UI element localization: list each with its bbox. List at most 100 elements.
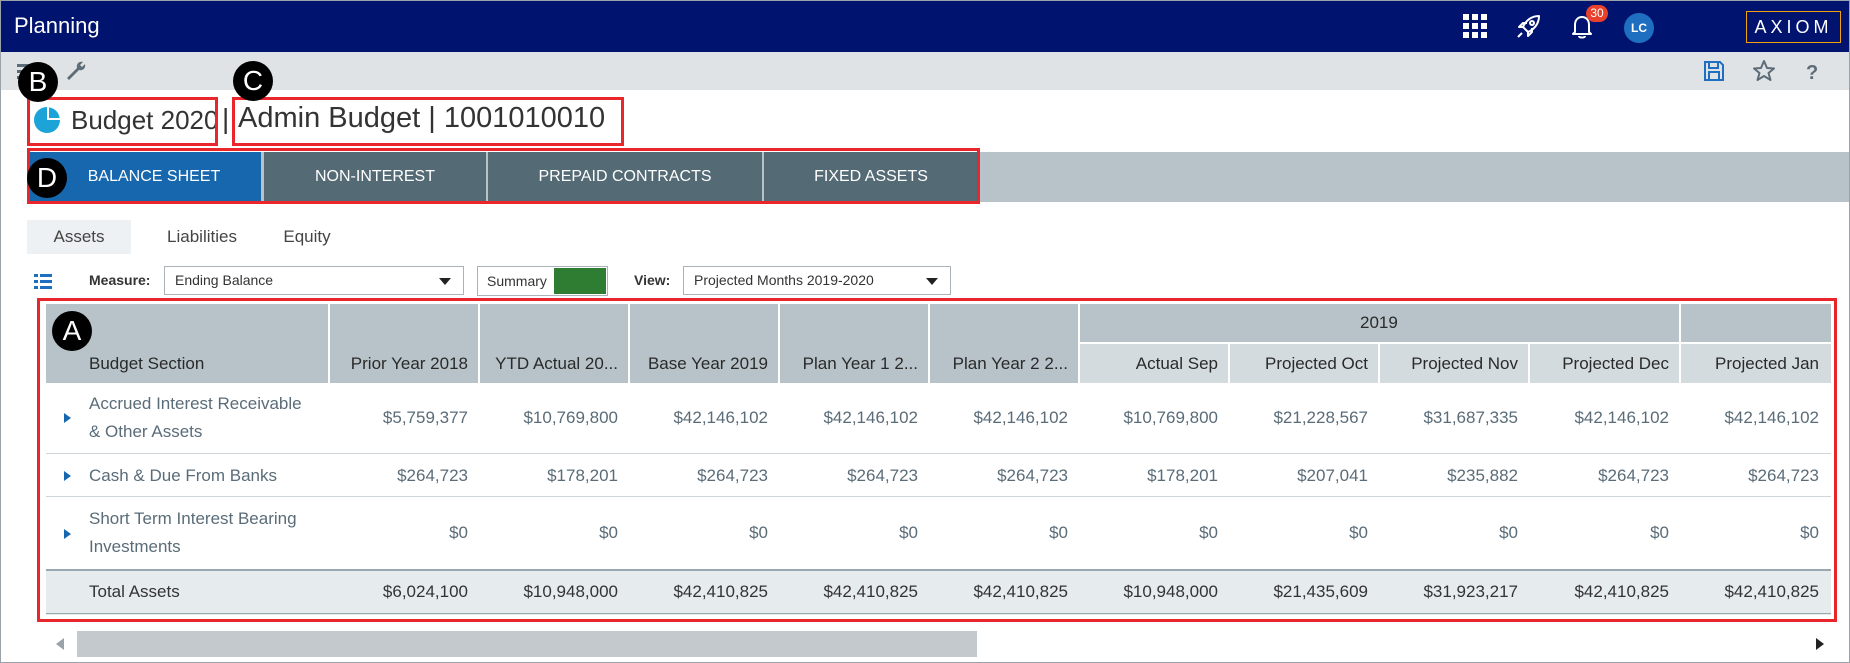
marker-a: A <box>52 311 92 351</box>
table-cell[interactable]: $0 <box>1800 523 1819 542</box>
summary-toggle[interactable]: Summary <box>477 266 608 296</box>
table-cell[interactable]: $264,723 <box>847 466 918 485</box>
toolbar: ? <box>1 52 1849 90</box>
table-cell[interactable]: $10,769,800 <box>1123 408 1218 427</box>
column-header[interactable]: Plan Year 1 2... <box>780 304 928 383</box>
table-cell[interactable]: $207,041 <box>1297 466 1368 485</box>
chevron-down-icon <box>926 278 938 285</box>
app-header: Planning 30 LC AXIOM <box>1 1 1849 52</box>
tab-prepaid-contracts[interactable]: PREPAID CONTRACTS <box>488 152 762 202</box>
total-cell: $21,435,609 <box>1273 582 1368 601</box>
table-cell[interactable]: $42,146,102 <box>673 408 768 427</box>
table-cell[interactable]: $42,146,102 <box>1574 408 1669 427</box>
svg-text:?: ? <box>1806 62 1818 84</box>
chevron-down-icon <box>439 278 451 285</box>
table-cell[interactable]: $21,228,567 <box>1273 408 1368 427</box>
row-label: & Other Assets <box>89 422 203 441</box>
annotation-box-d <box>27 148 980 204</box>
table-cell[interactable]: $0 <box>1499 523 1518 542</box>
view-select[interactable]: Projected Months 2019-2020 <box>683 266 951 295</box>
column-header[interactable]: Actual Sep <box>1080 344 1228 383</box>
table-cell[interactable]: $178,201 <box>547 466 618 485</box>
column-label: Projected Nov <box>1411 354 1518 373</box>
tab-non-interest[interactable]: NON-INTEREST <box>264 152 486 202</box>
table-cell[interactable]: $0 <box>1349 523 1368 542</box>
star-icon[interactable] <box>1751 58 1777 84</box>
table-cell[interactable]: $0 <box>899 523 918 542</box>
table-cell[interactable]: $0 <box>749 523 768 542</box>
table-cell[interactable]: $0 <box>599 523 618 542</box>
table-cell[interactable]: $178,201 <box>1147 466 1218 485</box>
annotation-box-c <box>232 97 624 146</box>
table-cell[interactable]: $264,723 <box>697 466 768 485</box>
tab-liabilities[interactable]: Liabilities <box>167 227 237 246</box>
table-cell[interactable]: $264,723 <box>397 466 468 485</box>
total-cell: $10,948,000 <box>1123 582 1218 601</box>
table-cell[interactable]: $264,723 <box>1598 466 1669 485</box>
table-cell[interactable]: $0 <box>1199 523 1218 542</box>
group-label: 2019 <box>1360 313 1398 332</box>
table-cell[interactable]: $0 <box>1650 523 1669 542</box>
row-label: Short Term Interest Bearing <box>89 509 297 528</box>
column-header[interactable]: Plan Year 2 2... <box>930 304 1078 383</box>
expand-triangle-icon[interactable] <box>64 413 71 423</box>
marker-d: D <box>27 158 67 198</box>
tab-fixed-assets[interactable]: FIXED ASSETS <box>764 152 978 202</box>
bell-icon[interactable] <box>1568 12 1596 40</box>
apps-grid-icon[interactable] <box>1461 12 1489 40</box>
scroll-right-icon[interactable] <box>1816 638 1824 650</box>
measure-value: Ending Balance <box>175 272 274 288</box>
tab-balance-sheet[interactable]: BALANCE SHEET <box>27 152 261 202</box>
scroll-left-icon[interactable] <box>56 638 64 650</box>
horizontal-scrollbar[interactable] <box>46 629 1831 659</box>
table-cell[interactable]: $235,882 <box>1447 466 1518 485</box>
table-cell[interactable]: $10,769,800 <box>523 408 618 427</box>
group-header-2019: 2019 <box>1080 304 1679 342</box>
summary-label: Summary <box>487 273 547 289</box>
column-header[interactable]: Base Year 2019 <box>630 304 778 383</box>
table-cell[interactable]: $0 <box>449 523 468 542</box>
column-header[interactable]: Projected Oct <box>1230 344 1378 383</box>
filter-bar: Measure: Ending Balance Summary View: Pr… <box>1 263 1849 299</box>
rocket-icon[interactable] <box>1515 12 1543 40</box>
column-header[interactable]: Projected Nov <box>1380 344 1528 383</box>
column-label: Actual Sep <box>1135 354 1218 373</box>
table-cell[interactable]: $264,723 <box>997 466 1068 485</box>
table-cell[interactable]: $42,146,102 <box>973 408 1068 427</box>
scroll-thumb[interactable] <box>77 631 977 657</box>
expand-triangle-icon[interactable] <box>64 529 71 539</box>
table-cell[interactable]: $42,146,102 <box>823 408 918 427</box>
help-icon[interactable]: ? <box>1799 58 1825 84</box>
brand-logo: AXIOM <box>1746 11 1841 43</box>
total-cell: $6,024,100 <box>382 582 468 601</box>
row-divider <box>46 496 1831 497</box>
measure-select[interactable]: Ending Balance <box>164 266 464 295</box>
marker-b: B <box>18 62 58 102</box>
column-label: Prior Year 2018 <box>350 354 468 373</box>
tab-assets[interactable]: Assets <box>27 220 131 254</box>
list-view-icon[interactable] <box>33 271 53 291</box>
annotation-box-b <box>27 97 218 146</box>
budget-section-header[interactable]: Budget Section <box>46 304 328 383</box>
table-cell[interactable]: $0 <box>1049 523 1068 542</box>
column-header[interactable]: Prior Year 2018 <box>330 304 478 383</box>
total-label: Total Assets <box>89 582 180 601</box>
table-cell[interactable]: $264,723 <box>1748 466 1819 485</box>
expand-triangle-icon[interactable] <box>64 471 71 481</box>
total-cell: $42,410,825 <box>973 582 1068 601</box>
measure-label: Measure: <box>89 272 151 288</box>
marker-c: C <box>233 61 273 101</box>
row-label: Accrued Interest Receivable <box>89 394 302 413</box>
column-header[interactable]: YTD Actual 20... <box>480 304 628 383</box>
column-header[interactable]: Projected Jan <box>1681 344 1831 383</box>
avatar[interactable]: LC <box>1624 13 1654 43</box>
budget-section-label: Budget Section <box>89 354 205 373</box>
column-header[interactable]: Projected Dec <box>1530 344 1679 383</box>
tab-equity[interactable]: Equity <box>283 227 331 246</box>
save-icon[interactable] <box>1701 58 1727 84</box>
table-cell[interactable]: $5,759,377 <box>382 408 468 427</box>
wrench-icon[interactable] <box>63 58 89 84</box>
table-cell[interactable]: $31,687,335 <box>1423 408 1518 427</box>
tab-label: NON-INTEREST <box>315 168 435 185</box>
table-cell[interactable]: $42,146,102 <box>1724 408 1819 427</box>
